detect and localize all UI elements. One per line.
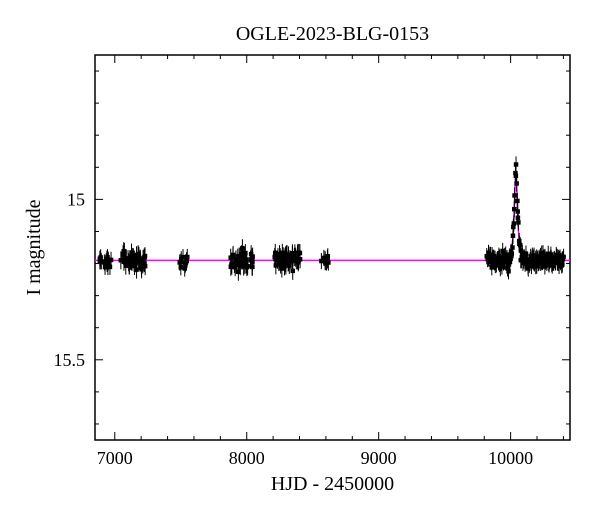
y-tick-label: 15.5 bbox=[54, 350, 86, 370]
plot-frame bbox=[95, 55, 570, 440]
chart-svg: OGLE-2023-BLG-0153 7000 8000 9000 10000 15 15.… bbox=[0, 0, 600, 512]
microlensing-light-curve: OGLE-2023-BLG-0153 7000 8000 9000 10000 15 15.… bbox=[0, 0, 600, 512]
y-axis-label: I magnitude bbox=[23, 199, 45, 295]
x-tick-label: 9000 bbox=[361, 448, 397, 468]
y-tick-label: 15 bbox=[67, 189, 85, 209]
model-curve bbox=[95, 172, 570, 260]
chart-title: OGLE-2023-BLG-0153 bbox=[236, 23, 429, 45]
x-tick-label: 10000 bbox=[488, 448, 533, 468]
data-points bbox=[98, 156, 566, 280]
x-tick-label: 8000 bbox=[229, 448, 265, 468]
x-axis-label: HJD - 2450000 bbox=[271, 473, 394, 495]
x-tick-label: 7000 bbox=[97, 448, 133, 468]
